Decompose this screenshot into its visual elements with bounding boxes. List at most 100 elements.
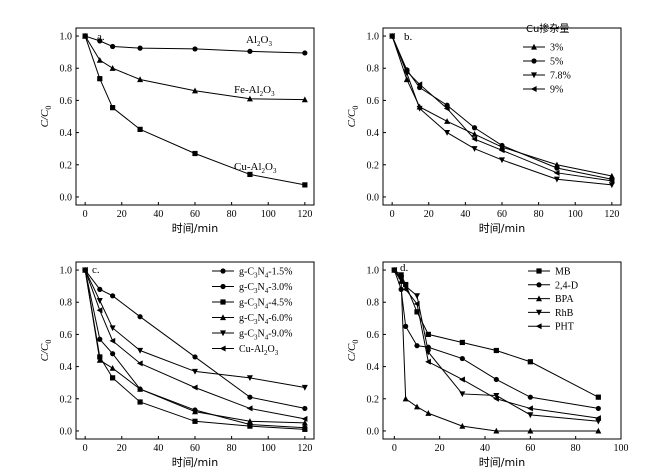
y-tick-label: 0.4 [60,128,73,139]
data-point [459,376,465,383]
y-tick-label: 0.2 [60,160,73,171]
data-point [414,309,420,315]
data-point [246,418,253,424]
data-point [96,56,103,63]
data-point [302,50,308,56]
panel-label: d. [400,262,409,274]
legend-swatch-marker [220,330,226,337]
data-point [459,391,466,398]
legend-entry: g-C3​N4​-1.5% [239,267,292,280]
legend-entry: BPA [555,294,574,305]
x-tick-label: 0 [83,443,88,454]
series-3- [389,32,615,179]
data-point [403,323,409,329]
legend-entry: RhB [555,308,574,319]
data-point [413,300,420,307]
data-point [302,182,308,188]
x-tick-label: 20 [435,443,445,454]
series-line [391,35,612,177]
data-point [493,395,499,402]
legend-entry: g-C3​N4​-4.5% [239,298,292,311]
x-tick-label: 100 [614,443,629,454]
data-point [499,142,505,149]
series-9- [388,33,615,184]
x-tick-label: 80 [227,209,237,220]
legend-swatch-marker [220,268,226,274]
legend-swatch-marker [219,345,226,352]
series-7-8- [389,33,615,189]
legend-swatch-marker [536,309,542,316]
legend-entry: g-C3​N4​-3.0% [239,282,292,295]
series-annotation: Al2​O3​ [246,34,272,48]
legend-swatch-marker [536,282,542,288]
x-tick-label: 80 [571,443,581,454]
data-point [471,131,478,137]
legend-swatch-marker [530,86,537,92]
series-cu-al2o3 [81,267,308,422]
series-pht [391,267,601,422]
legend-entry: 7.8% [550,71,571,82]
x-tick-label: 100 [261,209,276,220]
data-point [137,45,143,51]
y-tick-label: 0.0 [60,192,73,203]
legend-entry: MB [555,267,571,278]
data-point [137,126,143,132]
data-point [192,408,198,415]
panel-4: 0 20 40 60 80 100 0.0 0.2 0.4 0.6 0.8 1.0 时间/min C/C0… [346,261,629,469]
y-tick-label: 0.4 [60,362,73,373]
data-point [110,43,116,50]
data-point [136,360,143,367]
data-point [192,87,198,94]
data-point [402,395,409,402]
x-axis-label: 时间/min [479,456,525,469]
y-tick-label: 0.0 [367,426,380,437]
y-tick-label: 1.0 [60,32,73,43]
data-point [246,95,253,102]
x-tick-label: 40 [153,443,163,454]
plot-frame [382,27,622,206]
data-point [414,343,420,349]
data-point [553,169,560,176]
series-annotation: Fe-Al2​O3​ [234,84,275,98]
y-tick-label: 0.8 [367,64,380,75]
data-point [137,399,143,405]
y-tick-label: 0.4 [367,128,380,139]
y-tick-label: 0.2 [367,160,380,171]
y-axis-label: C/C0 [346,340,360,362]
legend-entry: g-C3​N4​-9.0% [239,329,292,342]
data-point [444,118,451,124]
data-point [398,272,404,278]
legend-title: Cu掺杂量 [526,22,569,35]
panel-label: a. [97,31,105,43]
legend: g-C3​N4​-1.5% g-C3​N4​-3.0% g-C3​N4​-4.5% g… [212,267,292,357]
data-point [425,349,432,356]
plot-frame [382,261,622,440]
data-point [595,415,601,422]
data-point [402,286,409,293]
series-annotation: Cu-Al2​O3​ [234,161,277,175]
x-tick-label: 100 [568,209,583,220]
y-tick-label: 0.2 [60,394,73,405]
data-point [459,355,465,362]
data-point [137,347,144,354]
data-point [425,358,431,365]
data-point [301,96,308,103]
data-point [96,307,103,314]
data-point [527,412,534,419]
data-point [595,394,601,400]
data-point [247,423,253,429]
x-tick-label: 0 [392,443,397,454]
y-axis-label: C/C0 [39,340,53,362]
data-point [403,68,410,75]
y-tick-label: 0.2 [367,394,380,405]
legend: MB 2,4-D BPA RhB PHT [528,267,578,333]
x-tick-label: 60 [190,209,200,220]
data-point [444,129,451,136]
data-point [109,365,116,371]
data-point [247,394,253,400]
data-point [110,375,116,381]
data-point [608,177,615,184]
data-point [471,136,478,143]
data-point [527,394,533,400]
data-point [82,33,88,39]
